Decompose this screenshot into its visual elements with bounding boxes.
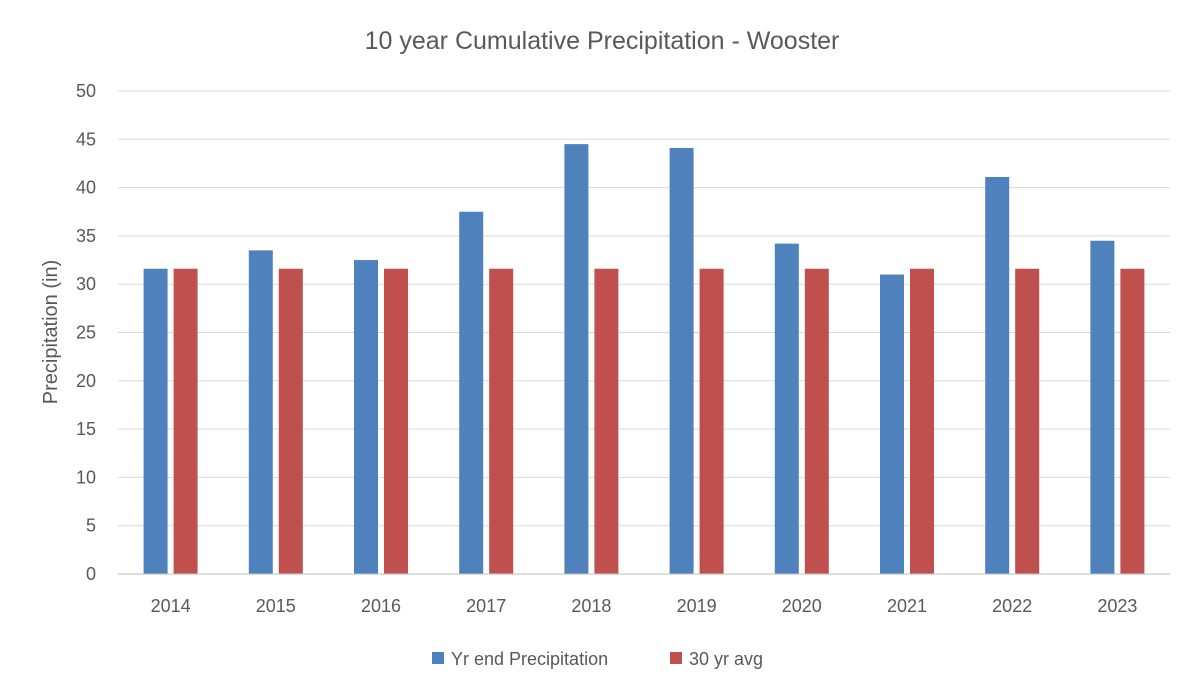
x-tick-label: 2021 (887, 596, 927, 616)
x-axis-ticks: 2014 2015 2016 2017 2018 2019 2020 2021 2022 2023 (151, 596, 1138, 616)
x-tick-label: 2018 (571, 596, 611, 616)
y-tick-label: 25 (76, 323, 96, 343)
y-tick-label: 0 (86, 564, 96, 584)
bar-yr-end-precipitation-2021 (880, 274, 904, 574)
bar-yr-end-precipitation-2014 (143, 268, 168, 574)
x-tick-label: 2014 (151, 596, 191, 616)
y-tick-label: 5 (86, 516, 96, 536)
x-tick-label: 2020 (782, 596, 822, 616)
y-tick-label: 35 (76, 226, 96, 246)
chart-title: 10 year Cumulative Precipitation - Woost… (365, 27, 840, 55)
x-tick-label: 2016 (361, 596, 401, 616)
legend-label-30-yr-avg: 30 yr avg (689, 649, 763, 669)
y-tick-label: 45 (76, 129, 96, 149)
gridlines (118, 90, 1170, 527)
bar-30-yr-avg-2021 (910, 268, 934, 574)
legend-swatch-30-yr-avg (670, 652, 682, 664)
bar-yr-end-precipitation-2017 (459, 211, 484, 574)
legend-swatch-yr-end-precipitation (432, 652, 444, 664)
x-tick-label: 2022 (992, 596, 1032, 616)
x-tick-label: 2019 (677, 596, 717, 616)
y-axis-ticks: 0 5 10 15 20 25 30 35 40 45 50 (76, 81, 96, 584)
bars (143, 144, 1145, 575)
bar-30-yr-avg-2020 (804, 268, 829, 574)
y-tick-label: 10 (76, 467, 96, 487)
y-tick-label: 50 (76, 81, 96, 101)
y-axis-label: Precipitation (in) (40, 260, 62, 405)
x-tick-label: 2023 (1097, 596, 1137, 616)
bar-30-yr-avg-2016 (384, 268, 408, 574)
bar-yr-end-precipitation-2020 (774, 243, 799, 575)
bar-30-yr-avg-2018 (594, 268, 619, 574)
y-tick-label: 15 (76, 419, 96, 439)
bar-yr-end-precipitation-2019 (669, 147, 694, 574)
legend: Yr end Precipitation 30 yr avg (432, 649, 763, 669)
legend-label-yr-end-precipitation: Yr end Precipitation (451, 649, 608, 669)
bar-30-yr-avg-2015 (278, 268, 303, 574)
y-tick-label: 30 (76, 274, 96, 294)
bar-yr-end-precipitation-2015 (248, 250, 273, 574)
bar-yr-end-precipitation-2018 (564, 144, 589, 574)
bar-30-yr-avg-2022 (1015, 268, 1040, 574)
bar-yr-end-precipitation-2022 (985, 176, 1010, 574)
y-tick-label: 20 (76, 371, 96, 391)
x-tick-label: 2015 (256, 596, 296, 616)
bar-30-yr-avg-2019 (699, 268, 724, 574)
bar-yr-end-precipitation-2016 (354, 260, 378, 574)
bar-30-yr-avg-2014 (173, 268, 198, 574)
y-tick-label: 40 (76, 178, 96, 198)
bar-30-yr-avg-2017 (489, 268, 514, 574)
bar-yr-end-precipitation-2023 (1090, 240, 1115, 575)
x-tick-label: 2017 (466, 596, 506, 616)
bar-30-yr-avg-2023 (1120, 268, 1145, 574)
